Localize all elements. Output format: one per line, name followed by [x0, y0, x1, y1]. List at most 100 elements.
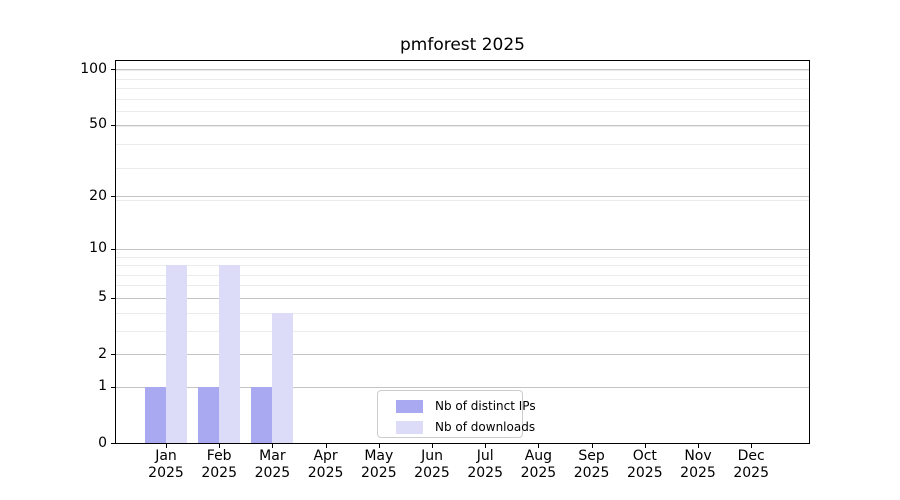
- distinct-ips-swatch-icon: [396, 400, 423, 413]
- y-tick-label: 20: [89, 187, 107, 204]
- x-tick-month: Feb: [206, 448, 232, 464]
- x-tick-label: Oct 2025: [613, 448, 677, 482]
- minor-gridline: [116, 70, 809, 71]
- x-tick-month: Aug: [524, 448, 553, 464]
- legend-item-downloads: Nb of downloads: [378, 417, 535, 437]
- major-gridline: [116, 297, 809, 299]
- x-tick-year: 2025: [573, 465, 610, 481]
- x-tick-year: 2025: [360, 465, 397, 481]
- y-tick-mark: [111, 196, 115, 198]
- x-tick-mark: [538, 444, 540, 448]
- legend-label-distinct-ips: Nb of distinct IPs: [435, 399, 536, 413]
- x-tick-year: 2025: [414, 465, 450, 481]
- downloads-swatch-icon: [396, 421, 423, 434]
- x-tick-label: Jul 2025: [453, 448, 517, 482]
- x-tick-label: Sep 2025: [560, 448, 624, 482]
- major-gridline: [116, 124, 809, 126]
- minor-gridline: [116, 126, 809, 128]
- legend-label-downloads: Nb of downloads: [435, 420, 536, 434]
- y-tick-mark: [111, 354, 115, 355]
- y-tick-label: 0: [98, 434, 107, 451]
- legend: Nb of distinct IPs Nb of downloads: [377, 390, 536, 438]
- bar-downloads: [166, 265, 187, 443]
- x-tick-mark: [272, 444, 274, 448]
- x-tick-year: 2025: [733, 465, 769, 481]
- x-tick-label: Nov 2025: [666, 448, 730, 482]
- y-tick-label: 5: [98, 289, 107, 306]
- x-tick-month: Mar: [259, 448, 286, 464]
- major-gridline: [116, 248, 809, 250]
- x-tick-mark: [219, 444, 221, 448]
- x-tick-year: 2025: [307, 465, 344, 481]
- x-tick-label: Jun 2025: [400, 448, 464, 482]
- minor-gridline: [116, 274, 809, 276]
- y-tick-label: 10: [89, 240, 107, 257]
- x-tick-year: 2025: [680, 465, 716, 481]
- x-tick-mark: [751, 444, 753, 448]
- bar-distinct-ips: [198, 386, 220, 443]
- x-tick-label: Feb 2025: [187, 448, 251, 482]
- x-tick-month: Apr: [313, 448, 338, 464]
- x-tick-label: Dec 2025: [719, 448, 783, 482]
- bar-distinct-ips: [145, 386, 166, 443]
- x-tick-year: 2025: [148, 465, 184, 481]
- legend-item-distinct-ips: Nb of distinct IPs: [378, 396, 536, 416]
- minor-gridline: [116, 330, 809, 332]
- minor-gridline: [116, 200, 809, 202]
- x-tick-mark: [378, 444, 380, 448]
- minor-gridline: [116, 256, 809, 258]
- y-tick-mark: [111, 297, 115, 299]
- x-tick-mark: [698, 444, 699, 448]
- x-tick-month: Oct: [632, 448, 657, 464]
- bar-downloads: [219, 265, 241, 443]
- x-tick-year: 2025: [467, 465, 503, 481]
- y-tick-label: 2: [98, 345, 107, 362]
- minor-gridline: [116, 167, 809, 169]
- y-tick-mark: [111, 386, 115, 388]
- x-tick-year: 2025: [520, 465, 557, 481]
- bar-distinct-ips: [251, 386, 273, 443]
- y-tick-label: 50: [89, 116, 107, 132]
- major-gridline: [116, 354, 809, 355]
- minor-gridline: [116, 98, 809, 100]
- x-tick-year: 2025: [626, 465, 663, 481]
- minor-gridline: [116, 144, 809, 146]
- y-tick-label: 100: [80, 60, 107, 77]
- x-tick-year: 2025: [254, 465, 291, 481]
- x-tick-mark: [325, 444, 327, 448]
- x-tick-label: Apr 2025: [294, 448, 358, 482]
- x-tick-mark: [485, 444, 487, 448]
- minor-gridline: [116, 88, 809, 89]
- x-tick-year: 2025: [201, 465, 237, 481]
- x-tick-mark: [644, 444, 646, 448]
- x-tick-mark: [591, 444, 593, 448]
- x-tick-month: Jun: [421, 448, 443, 464]
- x-tick-label: May 2025: [347, 448, 411, 482]
- y-tick-mark: [111, 69, 115, 71]
- x-tick-label: Mar 2025: [240, 448, 304, 482]
- minor-gridline: [116, 285, 809, 287]
- minor-gridline: [116, 111, 809, 113]
- minor-gridline: [116, 312, 809, 314]
- x-tick-month: Jan: [155, 448, 177, 464]
- bar-downloads: [272, 312, 294, 443]
- chart-title: pmforest 2025: [399, 35, 525, 55]
- y-tick-mark: [111, 443, 115, 444]
- x-tick-mark: [166, 444, 167, 448]
- y-tick-mark: [111, 248, 115, 250]
- x-tick-month: Jul: [476, 448, 494, 464]
- minor-gridline: [116, 78, 809, 80]
- major-gridline: [116, 386, 809, 388]
- x-tick-month: Dec: [737, 448, 765, 464]
- major-gridline: [116, 196, 809, 198]
- minor-gridline: [116, 265, 809, 266]
- y-tick-mark: [111, 124, 115, 126]
- x-tick-month: May: [364, 448, 394, 464]
- x-tick-month: Sep: [578, 448, 605, 464]
- y-tick-label: 1: [98, 378, 107, 395]
- major-gridline: [116, 69, 809, 71]
- x-tick-label: Aug 2025: [506, 448, 570, 482]
- x-tick-label: Jan 2025: [134, 448, 198, 482]
- plot-area: [115, 60, 810, 444]
